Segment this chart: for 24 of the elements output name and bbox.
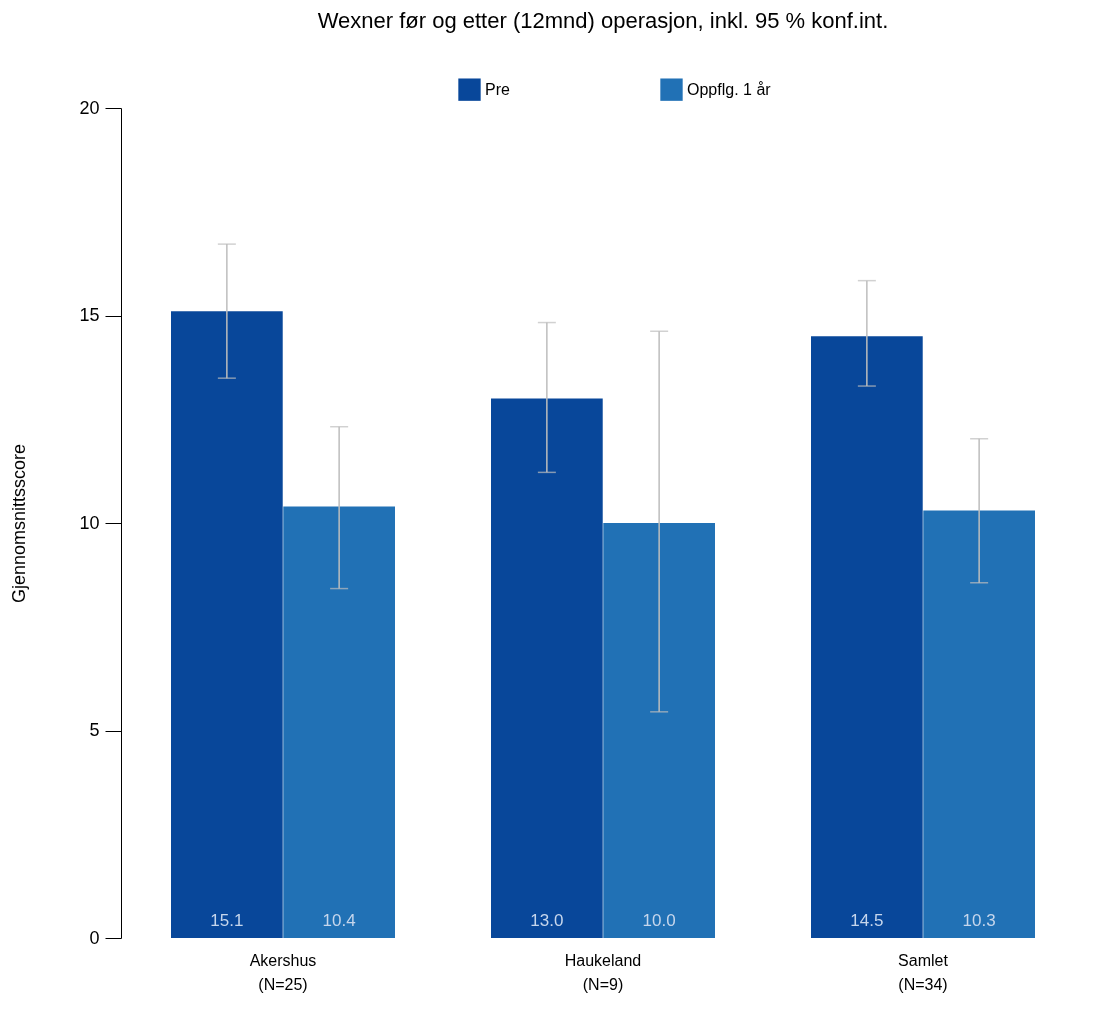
x-tick-label: Samlet (N=34): [898, 951, 949, 993]
data-label: 10.3: [962, 911, 996, 930]
y-tick-label: 10: [79, 512, 100, 533]
bar: [923, 510, 1035, 938]
legend-label: Pre: [485, 80, 510, 98]
y-tick-label: 20: [79, 97, 100, 118]
legend-label: Oppflg. 1 år: [687, 80, 772, 98]
x-tick-label: Haukeland (N=9): [564, 951, 642, 993]
bar: [283, 506, 395, 938]
bar: [491, 398, 603, 938]
y-axis-title: Gjennomsnittsscore: [9, 443, 30, 604]
data-label: 10.0: [642, 911, 676, 930]
chart-title: Wexner før og etter (12mnd) operasjon, inkl. 95 % konf.int.: [317, 8, 889, 33]
bar: [811, 336, 923, 938]
y-tick-label: 15: [79, 305, 100, 325]
y-tick-label: 0: [89, 927, 100, 948]
x-tick-label: Akershus (N=25): [249, 951, 317, 993]
bar: [603, 523, 715, 938]
data-label: 14.5: [850, 911, 884, 930]
y-tick-label: 5: [89, 720, 100, 740]
data-label: 15.1: [210, 911, 244, 930]
data-label: 13.0: [530, 911, 564, 930]
bar: [171, 311, 283, 938]
data-label: 10.4: [322, 911, 356, 930]
